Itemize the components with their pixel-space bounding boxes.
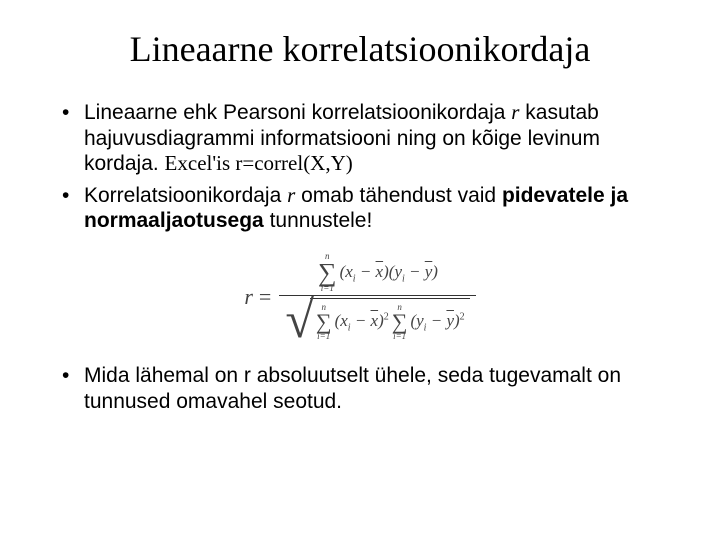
- bullet-1-text-a: Lineaarne ehk Pearsoni korrelatsioonikor…: [84, 101, 511, 124]
- formula-eq: =: [259, 284, 271, 310]
- formula-r: r: [244, 284, 253, 310]
- bullet-list-2: Mida lähemal on r absoluutselt ühele, se…: [50, 363, 670, 414]
- bullet-3: Mida lähemal on r absoluutselt ühele, se…: [62, 363, 670, 414]
- correlation-formula: r = n ∑ i=1 (xi − x)(yi − y) √: [244, 252, 475, 341]
- sigma-den-x: n ∑ i=1: [316, 303, 332, 341]
- bullet-1-excel: Excel'is r=correl(X,Y): [165, 151, 353, 175]
- formula-container: r = n ∑ i=1 (xi − x)(yi − y) √: [50, 252, 670, 341]
- bullet-2-text-b: omab tähendust vaid: [295, 184, 502, 207]
- formula-denominator: √ n ∑ i=1 (xi − x)2 n ∑ i=: [279, 298, 475, 341]
- sigma-num-bot: i=1: [321, 284, 334, 293]
- formula-fraction: n ∑ i=1 (xi − x)(yi − y) √ n ∑ i=1: [279, 252, 475, 341]
- den-term-x: (xi − x)2: [335, 311, 389, 333]
- bullet-list: Lineaarne ehk Pearsoni korrelatsioonikor…: [50, 100, 670, 234]
- slide-title: Lineaarne korrelatsioonikordaja: [50, 28, 670, 70]
- bullet-2: Korrelatsioonikordaja r omab tähendust v…: [62, 183, 670, 234]
- sigma-num-sym: ∑: [318, 261, 337, 284]
- radical-sign: √: [285, 300, 314, 343]
- bullet-2-text-c: tunnustele!: [264, 209, 373, 232]
- bullet-3-text: Mida lähemal on r absoluutselt ühele, se…: [84, 364, 621, 413]
- formula-numerator: n ∑ i=1 (xi − x)(yi − y): [310, 252, 445, 293]
- sqrt: √ n ∑ i=1 (xi − x)2 n ∑ i=: [285, 298, 469, 341]
- bullet-1: Lineaarne ehk Pearsoni korrelatsioonikor…: [62, 100, 670, 177]
- under-root: n ∑ i=1 (xi − x)2 n ∑ i=1: [310, 298, 470, 341]
- den-term-y: (yi − y)2: [410, 311, 464, 333]
- bullet-2-text-a: Korrelatsioonikordaja: [84, 184, 287, 207]
- sigma-num: n ∑ i=1: [318, 252, 337, 293]
- num-term: (xi − x)(yi − y): [340, 262, 438, 284]
- sigma-den-y: n ∑ i=1: [392, 303, 408, 341]
